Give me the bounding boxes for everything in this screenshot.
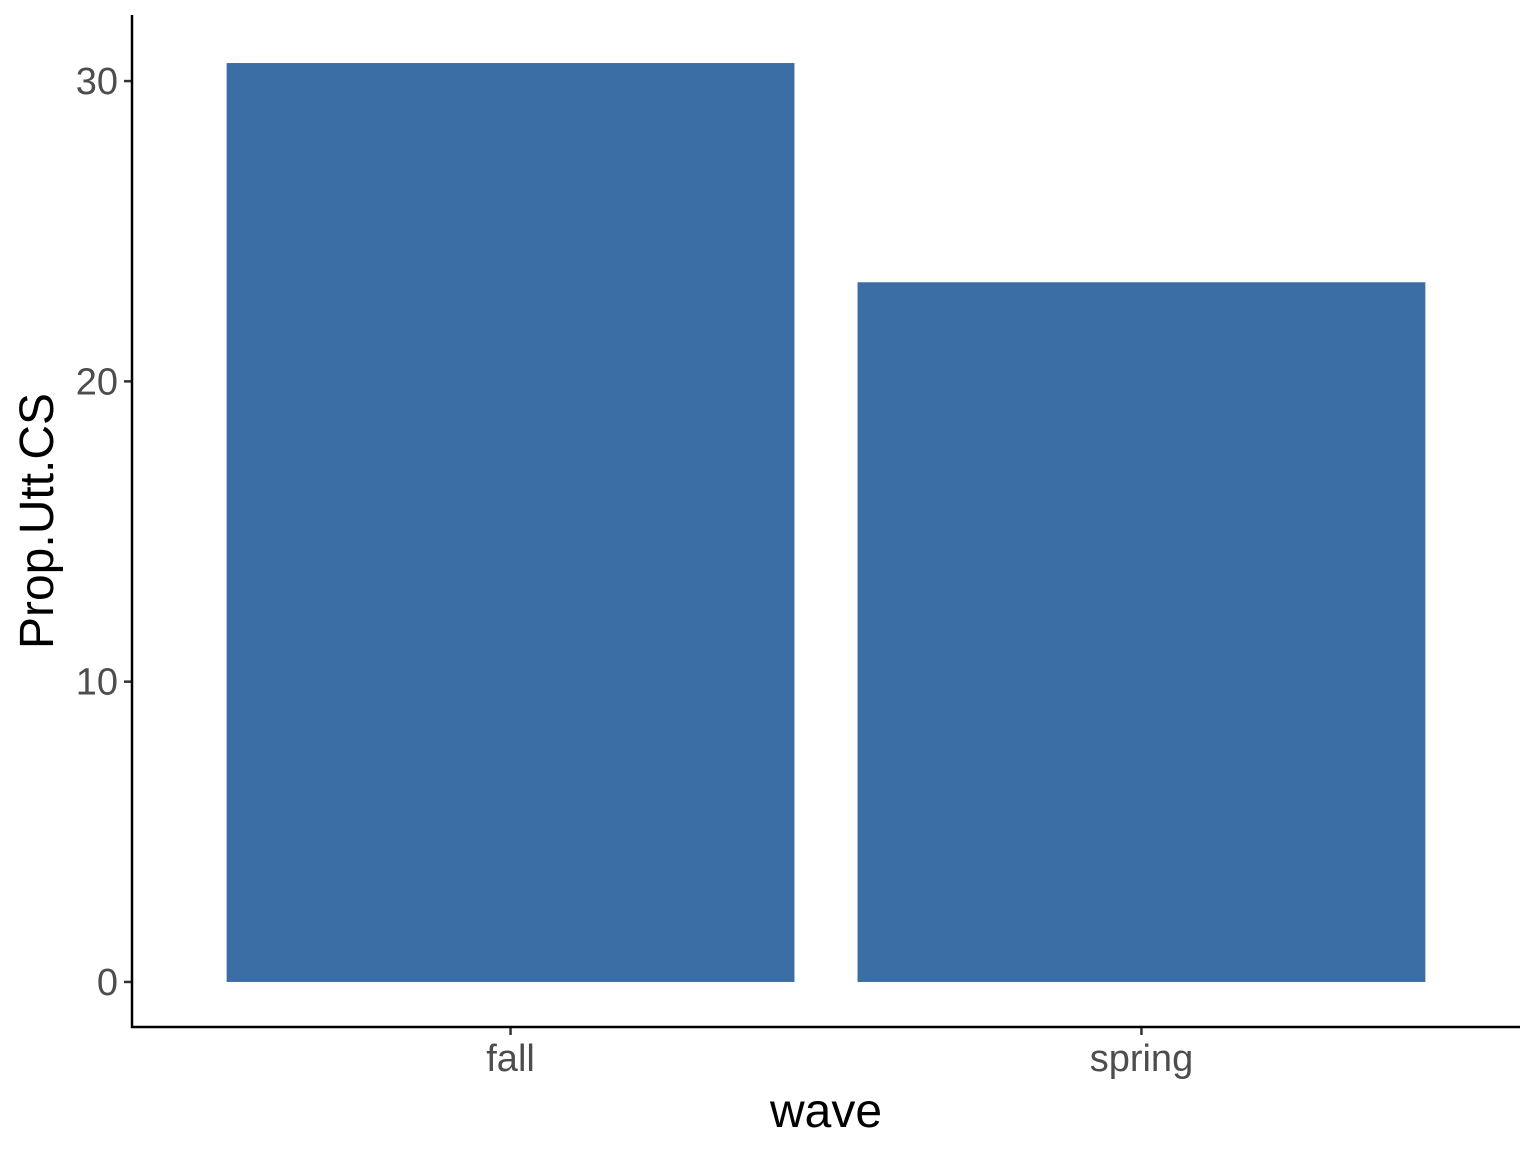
y-tick-label: 30 bbox=[76, 61, 118, 103]
x-tick-label: fall bbox=[486, 1038, 535, 1080]
y-tick-label: 10 bbox=[76, 662, 118, 704]
x-tick-label: spring bbox=[1090, 1038, 1194, 1080]
bar-spring bbox=[857, 282, 1426, 982]
x-axis-ticks: fall spring bbox=[486, 1027, 1193, 1080]
y-tick-label: 20 bbox=[76, 361, 118, 403]
y-axis-ticks: 0 10 20 30 bbox=[76, 61, 132, 1004]
bar-fall bbox=[226, 63, 795, 982]
x-axis-title: wave bbox=[769, 1085, 882, 1138]
y-tick-label: 0 bbox=[97, 962, 118, 1004]
bars-group bbox=[226, 63, 1426, 982]
y-axis-title: Prop.Utt.CS bbox=[11, 393, 64, 649]
